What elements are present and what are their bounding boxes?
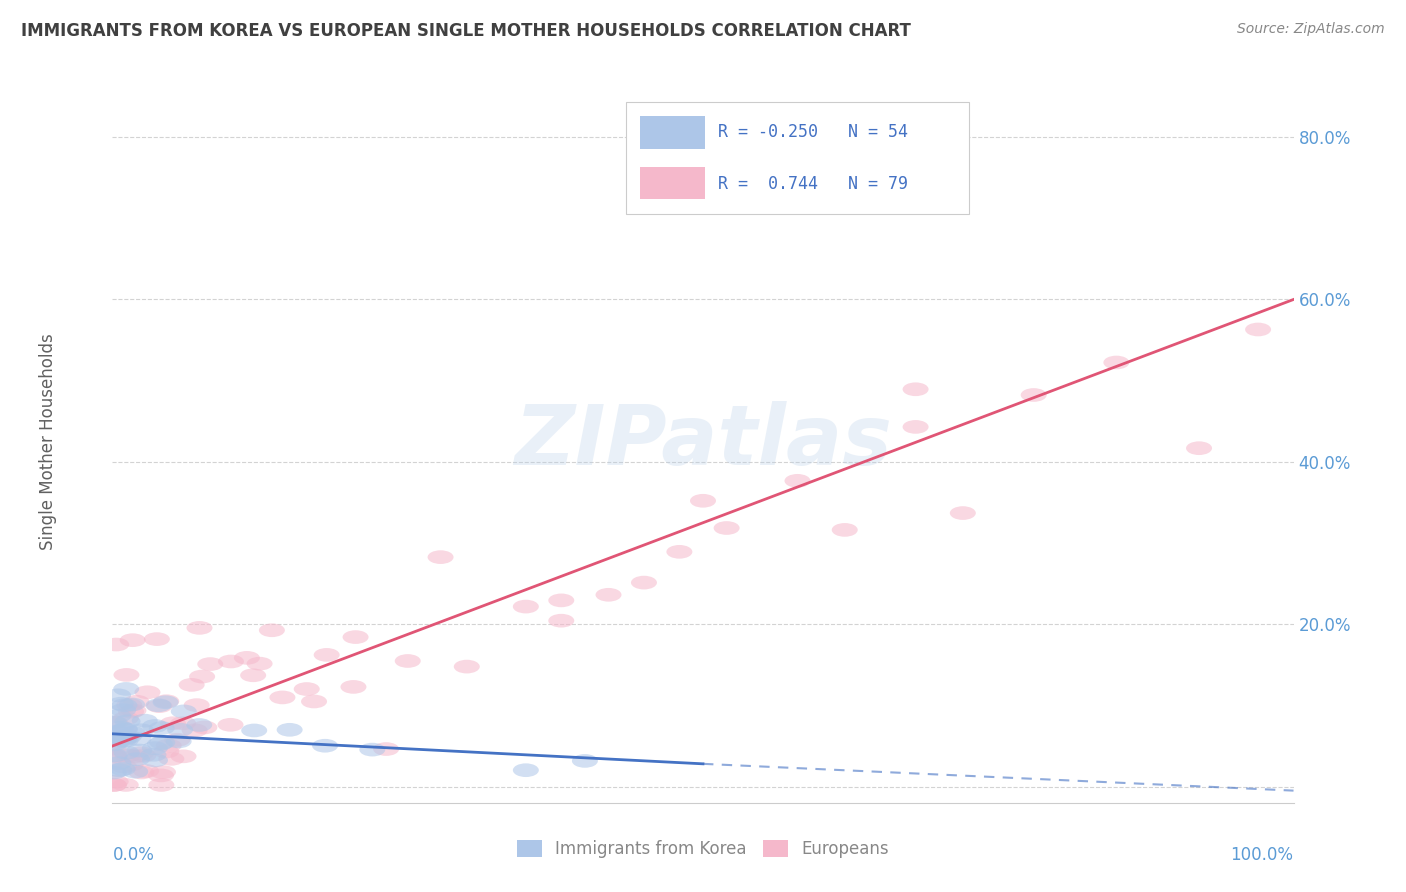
Bar: [640, 116, 706, 149]
FancyBboxPatch shape: [626, 102, 969, 214]
Legend: Immigrants from Korea, Europeans: Immigrants from Korea, Europeans: [509, 832, 897, 867]
Text: IMMIGRANTS FROM KOREA VS EUROPEAN SINGLE MOTHER HOUSEHOLDS CORRELATION CHART: IMMIGRANTS FROM KOREA VS EUROPEAN SINGLE…: [21, 22, 911, 40]
Bar: [640, 167, 706, 200]
Text: R = -0.250   N = 54: R = -0.250 N = 54: [718, 123, 908, 141]
Text: ZIPatlas: ZIPatlas: [515, 401, 891, 482]
Text: Source: ZipAtlas.com: Source: ZipAtlas.com: [1237, 22, 1385, 37]
Text: 100.0%: 100.0%: [1230, 847, 1294, 864]
Text: 0.0%: 0.0%: [112, 847, 155, 864]
Text: Single Mother Households: Single Mother Households: [38, 334, 56, 549]
Text: R =  0.744   N = 79: R = 0.744 N = 79: [718, 175, 908, 193]
